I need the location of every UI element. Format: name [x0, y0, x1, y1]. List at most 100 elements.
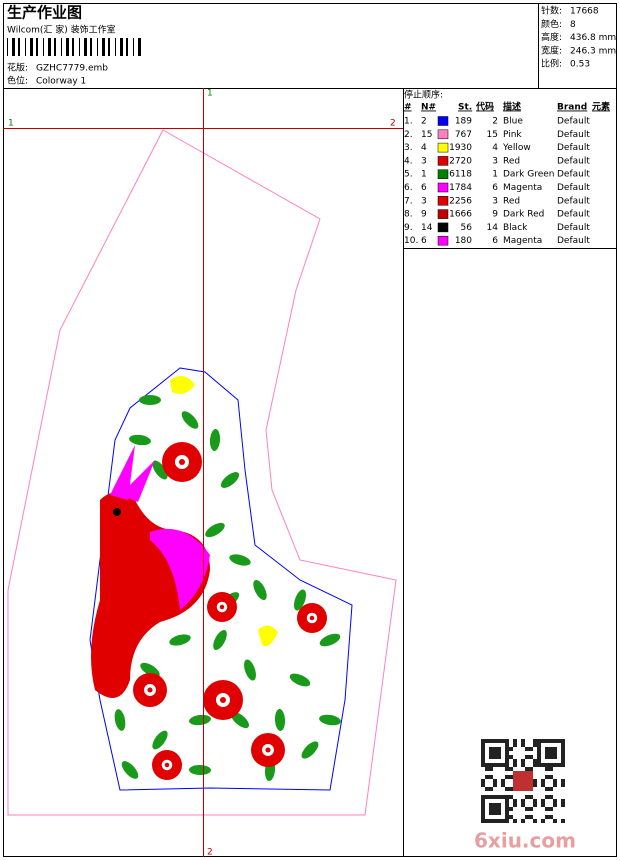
- qr-cell: [481, 751, 485, 755]
- qr-cell: [549, 815, 553, 819]
- qr-cell: [481, 815, 485, 819]
- qr-cell: [497, 751, 501, 755]
- qr-cell: [537, 739, 541, 743]
- qr-cell: [481, 779, 485, 783]
- leaf: [181, 411, 199, 429]
- rabbit-eye: [113, 508, 121, 516]
- qr-cell: [493, 779, 497, 783]
- brand: Default: [557, 143, 590, 153]
- leaf: [274, 709, 286, 731]
- qr-cell: [553, 819, 557, 823]
- row-index: 3.: [404, 143, 413, 153]
- qr-cell: [561, 779, 565, 783]
- qr-cell: [545, 787, 549, 791]
- qr-cell: [501, 763, 505, 767]
- qr-cell: [509, 747, 513, 751]
- bar: [7, 38, 8, 56]
- leaf: [189, 714, 211, 726]
- qr-cell: [545, 747, 549, 751]
- qr-cell: [541, 803, 545, 807]
- leaf: [205, 522, 225, 538]
- needle: 9: [421, 210, 427, 220]
- qr-cell: [509, 795, 513, 799]
- bar: [102, 38, 105, 56]
- brand: Default: [557, 170, 590, 180]
- qr-cell: [489, 755, 493, 759]
- swatch: [437, 169, 449, 179]
- leaf: [230, 711, 250, 729]
- brand: Default: [557, 117, 590, 127]
- qr-cell: [509, 787, 513, 791]
- leaf: [289, 673, 311, 687]
- qr-cell: [549, 763, 553, 767]
- code: 15: [487, 130, 498, 140]
- rabbit-ears: [110, 445, 155, 502]
- leaves: [114, 395, 341, 781]
- needle: 1: [421, 170, 427, 180]
- qr-cell: [521, 819, 525, 823]
- qr-cell: [537, 743, 541, 747]
- description: Red: [503, 196, 520, 206]
- info-label: 颜色:: [541, 18, 562, 30]
- description: Magenta: [503, 183, 542, 193]
- qr-cell: [521, 743, 525, 747]
- qr-cell: [489, 763, 493, 767]
- qr-cell: [533, 799, 537, 803]
- qr-cell: [529, 747, 533, 751]
- qr-cell: [561, 759, 565, 763]
- leaf: [189, 764, 211, 776]
- flowers: [133, 442, 327, 780]
- qr-cell: [489, 811, 493, 815]
- qr-cell: [557, 763, 561, 767]
- leaf: [319, 714, 341, 726]
- stitches: 6118: [449, 170, 472, 180]
- qr-cell: [481, 811, 485, 815]
- column-header: 元素: [592, 101, 610, 113]
- bar: [61, 38, 62, 56]
- row-index: 5.: [404, 170, 413, 180]
- row-index: 7.: [404, 196, 413, 206]
- colorway: Colorway 1: [36, 77, 86, 87]
- qr-cell: [521, 799, 525, 803]
- qr-cell: [501, 783, 505, 787]
- qr-cell: [541, 799, 545, 803]
- qr-cell: [561, 819, 565, 823]
- qr-cell: [525, 755, 529, 759]
- bar: [126, 38, 128, 56]
- guide-label: 2: [390, 119, 396, 129]
- qr-cell: [489, 767, 493, 771]
- qr-cell: [481, 803, 485, 807]
- qr-cell: [505, 795, 509, 799]
- qr-cell: [501, 739, 505, 743]
- needle: 4: [421, 143, 427, 153]
- stitches: 1930: [449, 143, 472, 153]
- qr-cell: [529, 795, 533, 799]
- qr-cell: [493, 819, 497, 823]
- leaf: [244, 659, 256, 681]
- qr-cell: [513, 803, 517, 807]
- info-value: 0.53: [570, 60, 590, 70]
- qr-cell: [505, 815, 509, 819]
- flower-dot: [164, 762, 170, 768]
- qr-cell: [505, 759, 509, 763]
- qr-cell: [561, 799, 565, 803]
- qr-cell: [493, 807, 497, 811]
- qr-cell: [489, 751, 493, 755]
- qr-cell: [509, 807, 513, 811]
- qr-cell: [541, 739, 545, 743]
- qr-cell: [549, 767, 553, 771]
- leaf: [152, 460, 168, 480]
- bar: [115, 38, 116, 56]
- design-label: 花版:: [7, 62, 28, 74]
- row-index: 6.: [404, 183, 413, 193]
- qr-cell: [545, 815, 549, 819]
- qr-cell: [493, 783, 497, 787]
- brand: Default: [557, 210, 590, 220]
- qr-cell: [549, 751, 553, 755]
- flower-dot: [147, 687, 153, 693]
- qr-cell: [561, 747, 565, 751]
- qr-cell: [509, 775, 513, 779]
- column-header: 代码: [475, 101, 494, 113]
- stitches: 2720: [449, 156, 472, 166]
